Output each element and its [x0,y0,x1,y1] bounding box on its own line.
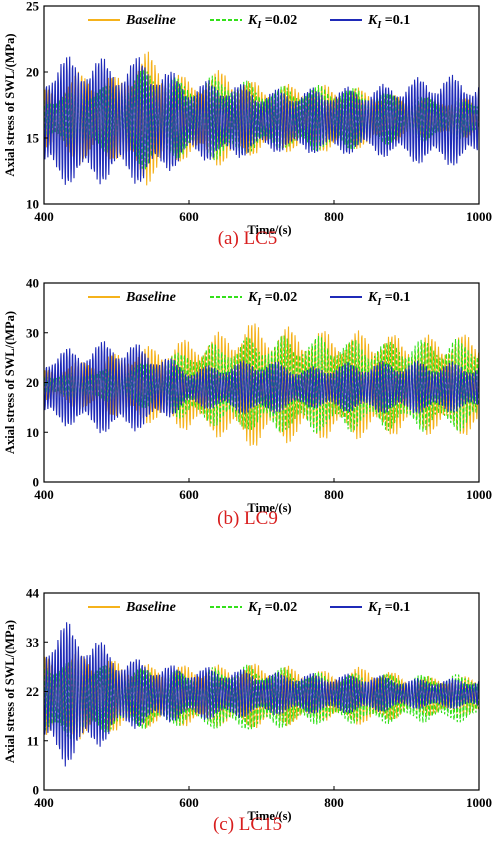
y-tick-label: 40 [26,276,39,291]
legend-label-3-p2: KI =0.1 [367,290,410,308]
y-axis-label: Axial stress of SWL/(MPa) [3,620,17,763]
chart-panel-1: 10 15 20 25 400 600 800 1000 Time/(s) Axial stres… [3,0,492,249]
x-axis-label: Time/(s) [247,223,291,237]
x-tick-label: 600 [179,487,199,502]
x-tick-label: 800 [324,795,344,810]
x-tick-label: 800 [324,209,344,224]
legend-label-1-p3: Baseline [125,600,176,615]
chart-panel-3: 0 11 22 33 44 400 600 800 1000 Time/(s) Axial stre… [3,586,492,836]
legend-label-3-p3: KI =0.1 [367,600,410,618]
y-tick-label: 15 [26,131,40,146]
x-tick-label: 1000 [466,487,492,502]
x-axis-label: Time/(s) [247,501,291,515]
y-axis-label: Axial stress of SWL/(MPa) [3,33,17,176]
y-tick-label: 10 [26,197,39,212]
series-line-3-p2 [44,341,479,434]
panel-caption: (c) LC15 [213,814,282,835]
legend-label-3-p1: KI =0.1 [367,13,410,31]
series-line-1-p2 [44,323,479,446]
y-tick-label: 0 [33,475,40,490]
y-tick-label: 10 [26,425,39,440]
legend-label-2-p3: KI =0.02 [247,600,297,618]
x-tick-label: 1000 [466,209,492,224]
x-tick-label: 400 [34,209,54,224]
y-tick-label: 33 [26,635,40,650]
y-tick-label: 30 [26,325,39,340]
legend-label-2-p1: KI =0.02 [247,13,297,31]
legend-label-1-p1: Baseline [125,13,176,28]
y-tick-label: 11 [27,733,39,748]
panel-caption: (b) LC9 [217,508,278,529]
y-tick-label: 20 [26,375,39,390]
x-tick-label: 400 [34,487,54,502]
y-tick-label: 22 [26,684,39,699]
y-tick-label: 0 [33,783,40,798]
y-tick-label: 20 [26,65,39,80]
x-tick-label: 600 [179,209,199,224]
legend-label-1-p2: Baseline [125,290,176,305]
chart-panel-2: 0 10 20 30 40 400 600 800 1000 Time/(s) Axial stre… [3,276,492,530]
series-line-3-p1 [44,56,479,185]
x-tick-label: 1000 [466,795,492,810]
legend-label-2-p2: KI =0.02 [247,290,297,308]
y-tick-label: 25 [26,0,40,14]
series-line-3-p3 [44,622,479,767]
y-tick-label: 44 [26,586,40,601]
x-tick-label: 800 [324,487,344,502]
panel-caption: (a) LC5 [218,228,278,249]
x-tick-label: 600 [179,795,199,810]
plot-frame [43,5,480,205]
y-axis-label: Axial stress of SWL/(MPa) [3,311,17,454]
x-tick-label: 400 [34,795,54,810]
x-axis-label: Time/(s) [247,809,291,823]
